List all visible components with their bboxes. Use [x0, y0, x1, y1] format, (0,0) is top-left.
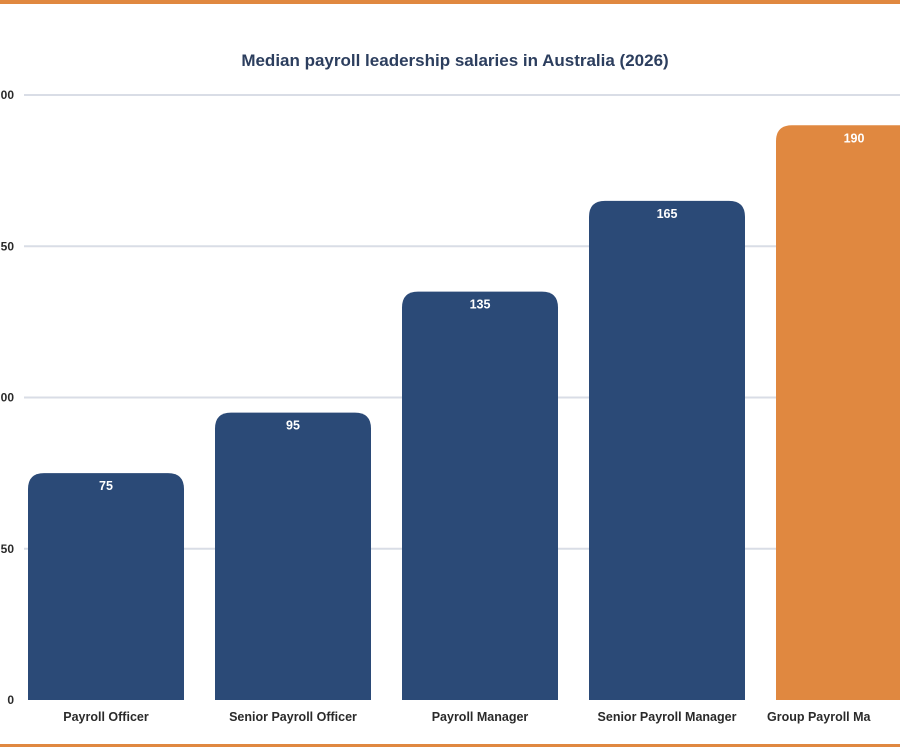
bar-payroll-officer	[28, 473, 184, 700]
bar-senior-payroll-officer	[215, 412, 371, 700]
y-tick-label-1: 50	[1, 542, 15, 556]
data-label-1: 95	[286, 419, 300, 433]
bar-senior-payroll-manager	[589, 200, 745, 700]
data-label-2: 135	[470, 298, 491, 312]
x-axis-categories: Payroll Officer Senior Payroll Officer Pay…	[63, 710, 871, 724]
data-label-3: 165	[657, 207, 678, 221]
bars	[28, 125, 900, 700]
y-tick-label-4: 00	[1, 88, 15, 102]
y-axis-ticks: 0 50 00 50 00	[1, 88, 15, 707]
y-tick-label-2: 00	[1, 391, 15, 405]
data-label-4: 190	[844, 131, 865, 145]
frame-bottom-border	[0, 744, 900, 747]
x-category-label-1: Senior Payroll Officer	[229, 710, 357, 724]
bar-group-payroll-ma	[776, 125, 900, 700]
x-category-label-0: Payroll Officer	[63, 710, 149, 724]
frame-top-border	[0, 0, 900, 4]
y-tick-label-3: 50	[1, 239, 15, 253]
x-category-label-3: Senior Payroll Manager	[598, 710, 737, 724]
bar-payroll-manager	[402, 291, 558, 700]
y-tick-label-0: 0	[7, 693, 14, 707]
x-category-label-2: Payroll Manager	[432, 710, 529, 724]
chart-title: Median payroll leadership salaries in Au…	[241, 51, 668, 70]
data-label-0: 75	[99, 479, 113, 493]
data-labels: 75 95 135 165 190	[99, 131, 864, 493]
x-category-label-4: Group Payroll Ma	[767, 710, 872, 724]
